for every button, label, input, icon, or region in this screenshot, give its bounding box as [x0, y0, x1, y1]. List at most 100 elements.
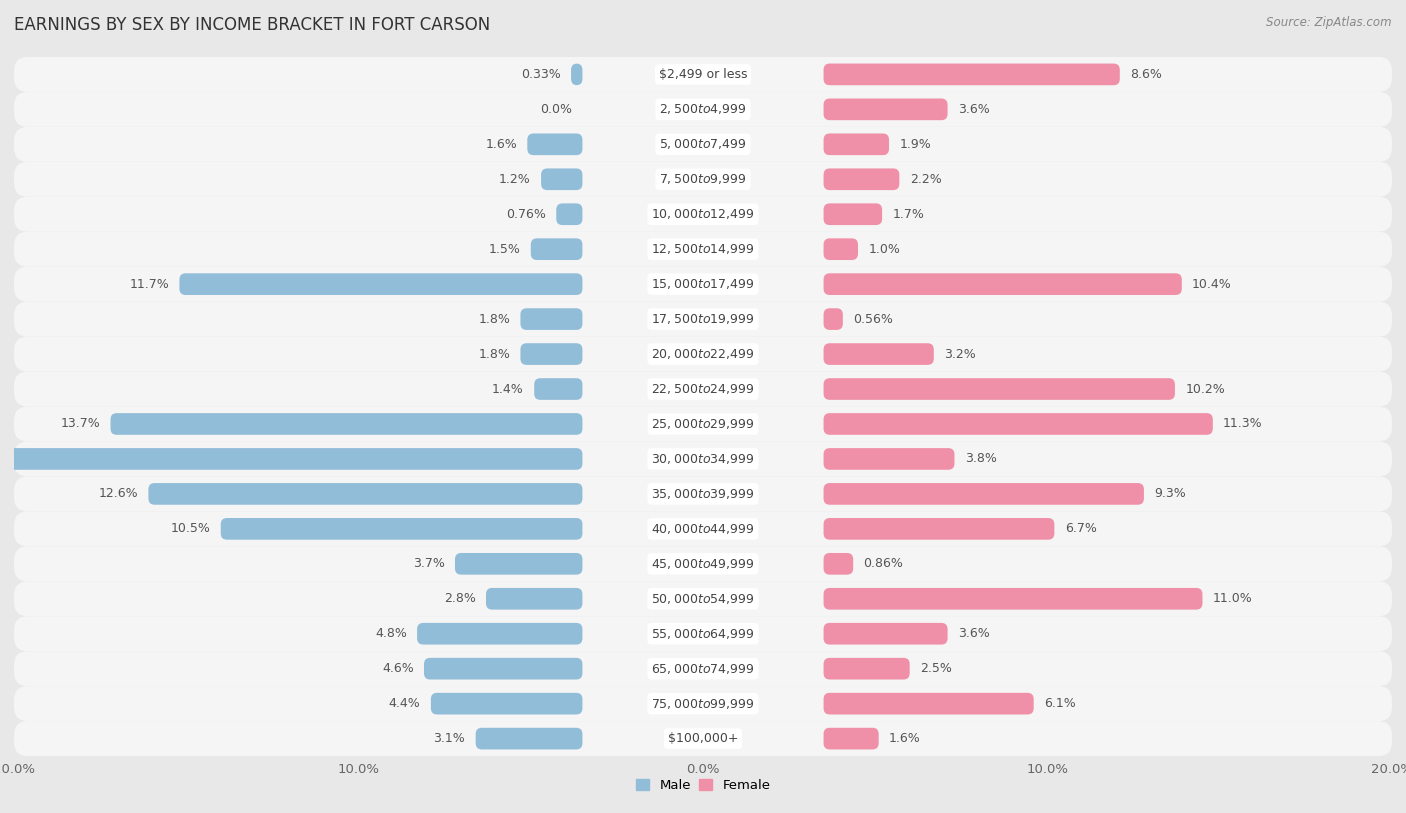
Text: $20,000 to $22,499: $20,000 to $22,499	[651, 347, 755, 361]
Text: $7,500 to $9,999: $7,500 to $9,999	[659, 172, 747, 186]
FancyBboxPatch shape	[824, 133, 889, 155]
FancyBboxPatch shape	[430, 693, 582, 715]
FancyBboxPatch shape	[824, 238, 858, 260]
FancyBboxPatch shape	[14, 162, 1392, 197]
FancyBboxPatch shape	[824, 413, 1213, 435]
Text: 6.1%: 6.1%	[1045, 698, 1076, 710]
FancyBboxPatch shape	[486, 588, 582, 610]
FancyBboxPatch shape	[534, 378, 582, 400]
Text: 1.0%: 1.0%	[869, 243, 900, 255]
FancyBboxPatch shape	[14, 337, 1392, 372]
FancyBboxPatch shape	[824, 203, 882, 225]
FancyBboxPatch shape	[541, 168, 582, 190]
FancyBboxPatch shape	[824, 378, 1175, 400]
Text: $15,000 to $17,499: $15,000 to $17,499	[651, 277, 755, 291]
FancyBboxPatch shape	[14, 721, 1392, 756]
Text: $65,000 to $74,999: $65,000 to $74,999	[651, 662, 755, 676]
FancyBboxPatch shape	[111, 413, 582, 435]
Text: $2,499 or less: $2,499 or less	[659, 68, 747, 80]
Text: $30,000 to $34,999: $30,000 to $34,999	[651, 452, 755, 466]
FancyBboxPatch shape	[14, 406, 1392, 441]
FancyBboxPatch shape	[418, 623, 582, 645]
FancyBboxPatch shape	[149, 483, 582, 505]
FancyBboxPatch shape	[14, 686, 1392, 721]
Text: $12,500 to $14,999: $12,500 to $14,999	[651, 242, 755, 256]
FancyBboxPatch shape	[557, 203, 582, 225]
Text: $45,000 to $49,999: $45,000 to $49,999	[651, 557, 755, 571]
Text: 3.1%: 3.1%	[433, 733, 465, 745]
FancyBboxPatch shape	[0, 448, 582, 470]
Text: 4.6%: 4.6%	[382, 663, 413, 675]
Text: 2.5%: 2.5%	[920, 663, 952, 675]
Text: 4.4%: 4.4%	[389, 698, 420, 710]
FancyBboxPatch shape	[14, 57, 1392, 92]
Text: 11.0%: 11.0%	[1213, 593, 1253, 605]
FancyBboxPatch shape	[14, 232, 1392, 267]
FancyBboxPatch shape	[531, 238, 582, 260]
Text: 0.86%: 0.86%	[863, 558, 904, 570]
Text: 10.2%: 10.2%	[1185, 383, 1225, 395]
Text: $25,000 to $29,999: $25,000 to $29,999	[651, 417, 755, 431]
FancyBboxPatch shape	[14, 197, 1392, 232]
FancyBboxPatch shape	[180, 273, 582, 295]
FancyBboxPatch shape	[14, 651, 1392, 686]
Text: $75,000 to $99,999: $75,000 to $99,999	[651, 697, 755, 711]
FancyBboxPatch shape	[14, 127, 1392, 162]
Text: 1.9%: 1.9%	[900, 138, 931, 150]
Text: 13.7%: 13.7%	[60, 418, 100, 430]
Text: 3.2%: 3.2%	[945, 348, 976, 360]
FancyBboxPatch shape	[475, 728, 582, 750]
FancyBboxPatch shape	[824, 98, 948, 120]
Text: 0.56%: 0.56%	[853, 313, 893, 325]
Text: 6.7%: 6.7%	[1064, 523, 1097, 535]
Text: $40,000 to $44,999: $40,000 to $44,999	[651, 522, 755, 536]
FancyBboxPatch shape	[14, 267, 1392, 302]
Text: 1.5%: 1.5%	[488, 243, 520, 255]
FancyBboxPatch shape	[425, 658, 582, 680]
Text: 0.0%: 0.0%	[540, 103, 572, 115]
FancyBboxPatch shape	[824, 623, 948, 645]
FancyBboxPatch shape	[14, 372, 1392, 406]
Text: 9.3%: 9.3%	[1154, 488, 1187, 500]
Text: 4.8%: 4.8%	[375, 628, 406, 640]
FancyBboxPatch shape	[520, 343, 582, 365]
Text: $55,000 to $64,999: $55,000 to $64,999	[651, 627, 755, 641]
FancyBboxPatch shape	[824, 658, 910, 680]
Text: 8.6%: 8.6%	[1130, 68, 1161, 80]
Text: 12.6%: 12.6%	[98, 488, 138, 500]
FancyBboxPatch shape	[571, 63, 582, 85]
FancyBboxPatch shape	[14, 581, 1392, 616]
Text: 10.5%: 10.5%	[170, 523, 211, 535]
FancyBboxPatch shape	[824, 483, 1144, 505]
FancyBboxPatch shape	[14, 441, 1392, 476]
Text: 3.7%: 3.7%	[413, 558, 444, 570]
FancyBboxPatch shape	[527, 133, 582, 155]
Text: 0.76%: 0.76%	[506, 208, 546, 220]
Text: 11.3%: 11.3%	[1223, 418, 1263, 430]
Text: 3.8%: 3.8%	[965, 453, 997, 465]
Text: 1.6%: 1.6%	[485, 138, 517, 150]
FancyBboxPatch shape	[520, 308, 582, 330]
Text: $35,000 to $39,999: $35,000 to $39,999	[651, 487, 755, 501]
Text: 1.2%: 1.2%	[499, 173, 531, 185]
FancyBboxPatch shape	[824, 728, 879, 750]
FancyBboxPatch shape	[456, 553, 582, 575]
Text: 11.7%: 11.7%	[129, 278, 169, 290]
FancyBboxPatch shape	[824, 168, 900, 190]
FancyBboxPatch shape	[14, 92, 1392, 127]
FancyBboxPatch shape	[221, 518, 582, 540]
Text: 2.8%: 2.8%	[444, 593, 475, 605]
FancyBboxPatch shape	[824, 343, 934, 365]
Text: $22,500 to $24,999: $22,500 to $24,999	[651, 382, 755, 396]
FancyBboxPatch shape	[824, 693, 1033, 715]
Text: $2,500 to $4,999: $2,500 to $4,999	[659, 102, 747, 116]
Text: $5,000 to $7,499: $5,000 to $7,499	[659, 137, 747, 151]
Text: 10.4%: 10.4%	[1192, 278, 1232, 290]
FancyBboxPatch shape	[824, 518, 1054, 540]
FancyBboxPatch shape	[824, 308, 842, 330]
FancyBboxPatch shape	[824, 273, 1182, 295]
Text: 1.7%: 1.7%	[893, 208, 924, 220]
FancyBboxPatch shape	[824, 553, 853, 575]
Text: $100,000+: $100,000+	[668, 733, 738, 745]
Text: 1.8%: 1.8%	[478, 313, 510, 325]
